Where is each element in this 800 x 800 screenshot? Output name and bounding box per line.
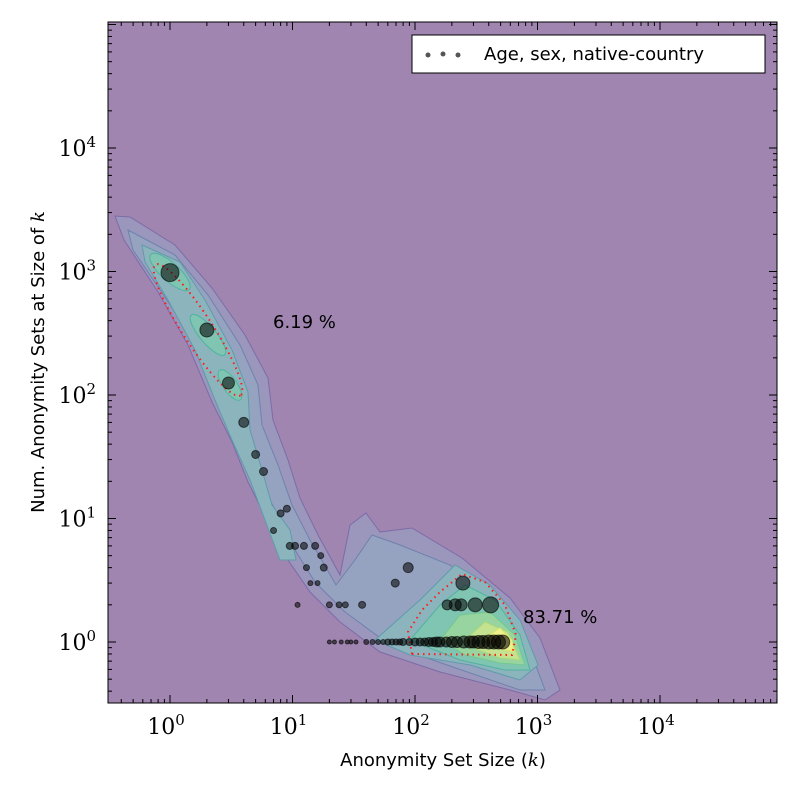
scatter-point [358,600,367,609]
scatter-point [348,639,354,645]
scatter-point [375,639,382,645]
plot-frame [107,21,778,704]
scatter-point [238,416,250,428]
annotation-left: 6.19 % [273,312,336,333]
scatter-point [402,562,414,574]
scatter-point [331,639,337,645]
scatter-point [341,601,349,609]
scatter-point [482,596,500,614]
scatter-point [390,578,400,588]
scatter-point [160,263,180,283]
scatter-point [353,639,359,645]
contour-level-3 [141,244,297,561]
scatter-point [270,526,278,534]
scatter-point [338,639,344,645]
scatter-point [221,376,235,390]
legend-label: Age, sex, native-country [484,44,704,65]
scatter-point [325,601,333,609]
scatter-point [326,639,332,645]
scatter-point [335,601,343,609]
scatter-point [369,639,376,645]
coverage-boundary-right [406,572,518,657]
density-contours [114,215,561,701]
scatter-point [311,541,320,550]
x-tick-label: 101 [270,711,308,740]
scatter-point [291,541,300,550]
scatter-point [495,634,511,650]
annotation-right: 83.71 % [523,607,597,628]
x-axis-label: Anonymity Set Size (k) [340,750,546,771]
scatter-point [314,580,321,587]
y-tick-label: 103 [58,257,96,286]
y-tick-label: 102 [58,380,96,409]
y-tick-label: 104 [58,133,96,162]
axis-ticks: 100 101 102 103 104 100 101 102 103 104 [58,22,778,740]
coverage-boundary-left [152,263,244,397]
scatter-point [454,598,468,612]
scatter-point [251,449,261,459]
legend-marker [455,52,461,58]
x-tick-label: 100 [147,711,185,740]
x-tick-label: 103 [515,711,553,740]
scatter-point [299,541,308,550]
x-tick-label: 104 [637,711,675,740]
scatter-point [282,504,291,513]
scatter-points [160,263,511,650]
scatter-point [467,597,483,613]
scatter-point [259,467,269,477]
scatter-point [319,563,328,572]
scatter-point [317,552,325,560]
legend-marker [425,52,431,58]
scatter-point [363,639,370,645]
y-tick-label: 100 [58,627,96,656]
scatter-point [302,564,310,572]
legend-marker [440,51,446,57]
x-tick-label: 102 [392,711,430,740]
scatter-point [294,601,301,608]
scatter-point [276,509,285,518]
legend: Age, sex, native-country [411,34,766,74]
scatter-point [455,575,471,591]
y-axis-label: Num. Anonymity Sets at Size of k [28,211,49,513]
scatter-point [307,580,314,587]
legend-box [411,34,766,74]
scatter-point [199,322,215,338]
y-tick-label: 101 [58,504,96,533]
